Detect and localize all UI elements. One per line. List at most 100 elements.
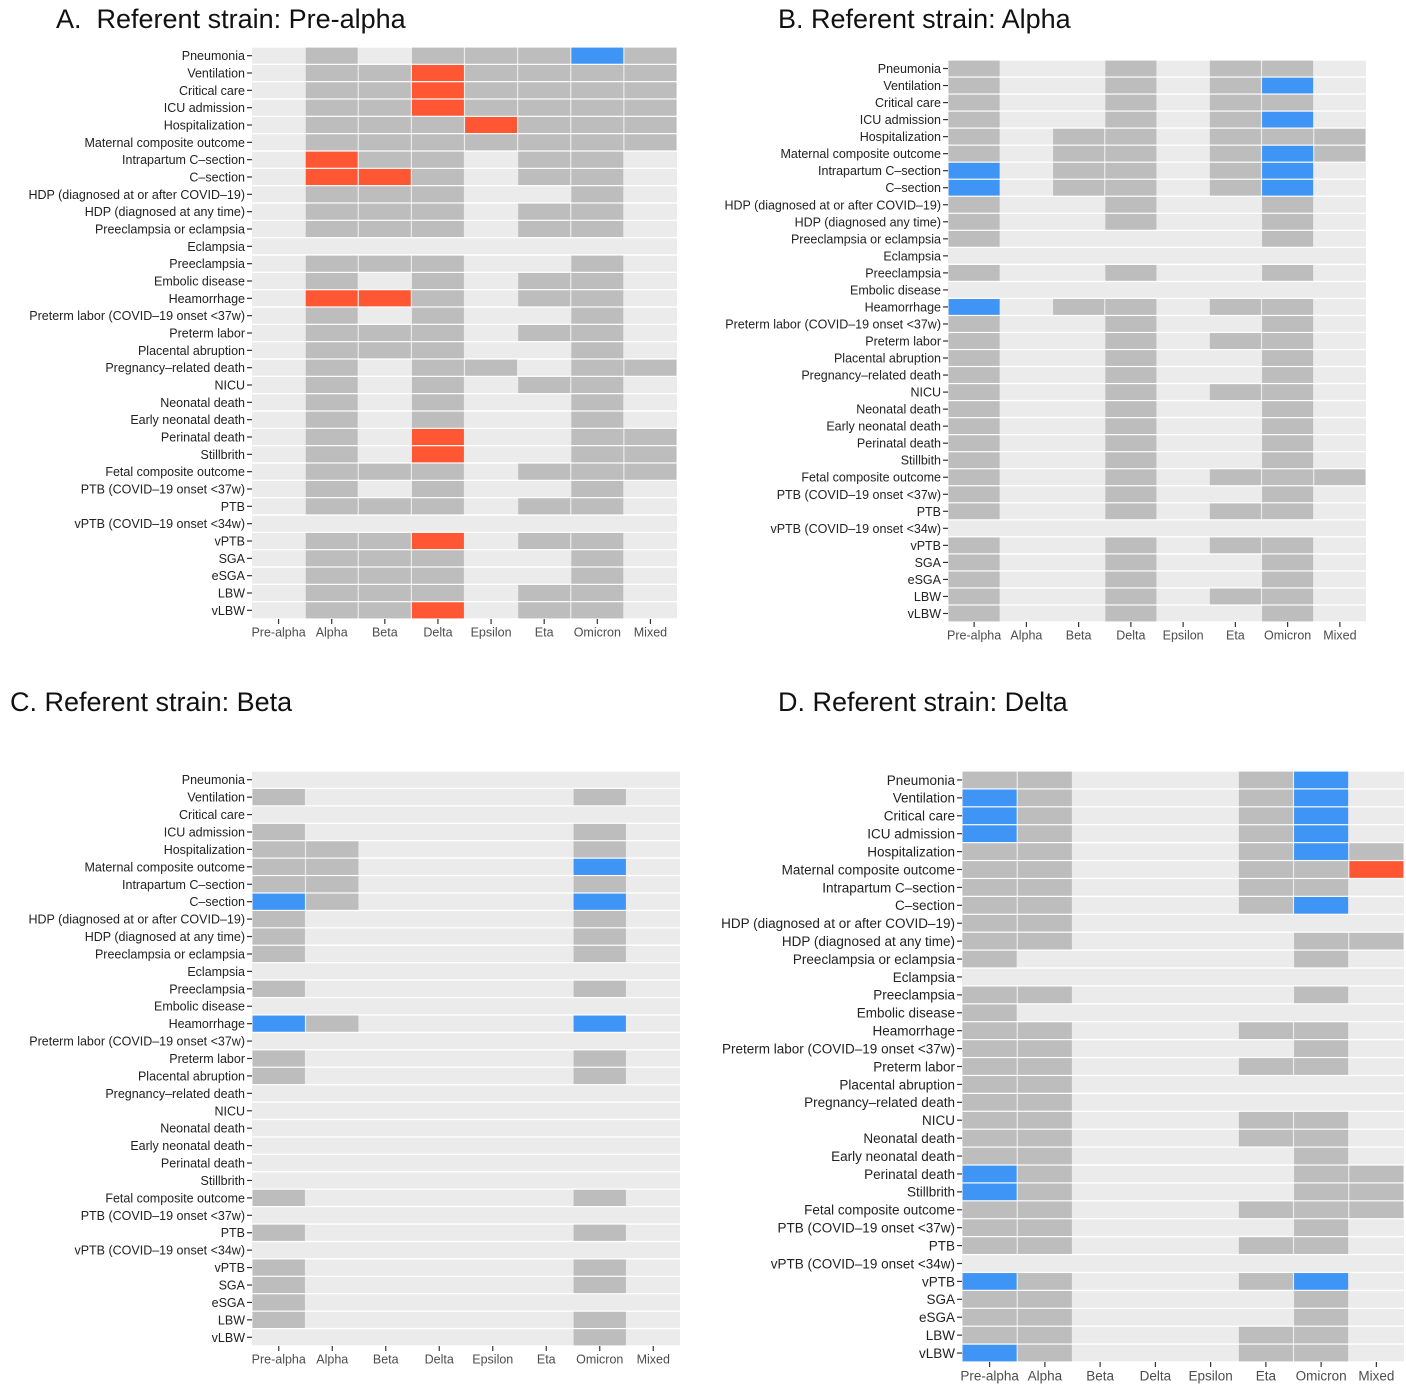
x-tick-label-pre-alpha: Pre-alpha [960,1369,1019,1384]
heatmap-cell [571,203,624,220]
heatmap-cell [1017,1165,1072,1183]
heatmap-cell [571,255,624,272]
heatmap-cell [1053,145,1105,162]
heatmap-cell [1294,950,1349,968]
y-tick-label-pneumonia: Pneumonia [878,62,941,76]
heatmap-cell [1105,605,1157,622]
heatmap-cell [1017,1237,1072,1254]
y-tick-label-esga: eSGA [212,569,246,583]
heatmap-cell [1017,1111,1072,1129]
heatmap-cell [962,1219,1017,1237]
x-tick-label-alpha: Alpha [1010,629,1042,643]
heatmap-cell [1209,94,1261,111]
heatmap-cell [411,480,464,498]
heatmap-cell [358,151,411,168]
heatmap-cell [1262,60,1314,77]
heatmap-cell [1105,111,1157,128]
heatmap-cell [518,99,571,116]
heatmap-cell [573,858,626,875]
y-tick-label-embolic-disease: Embolic disease [154,275,245,289]
heatmap-cell [571,359,624,376]
heatmap-cell [1105,264,1157,281]
y-tick-label-critical-care: Critical care [884,809,955,824]
y-tick-label-fetal-composite-outcome: Fetal composite outcome [801,471,941,485]
heatmap-cell [948,213,1000,230]
heatmap-cell [571,567,624,584]
y-tick-label-pneumonia: Pneumonia [182,773,245,787]
heatmap-cell [948,77,1000,94]
heatmap-cell [1105,469,1157,486]
heatmap-cell [948,350,1000,366]
heatmap-cell [571,532,624,550]
heatmap-cell [1209,77,1261,94]
heatmap-cell [573,1224,626,1241]
heatmap-cell [411,446,464,463]
heatmap-cell [411,290,464,307]
heatmap-cell [573,980,626,997]
heatmap-cell [1294,1147,1349,1165]
heatmap-cell [252,910,305,928]
heatmap-cell [1017,1147,1072,1165]
y-tick-label-preeclampsia-or-eclampsia: Preeclampsia or eclampsia [95,947,245,961]
heatmap-cell [1017,932,1072,950]
y-tick-label-vptb-covid-19-onset-34w: vPTB (COVID–19 onset <34w) [770,522,941,536]
heatmap-cell [1105,571,1157,588]
y-tick-label-heamorrhage: Heamorrhage [169,1017,245,1031]
heatmap-cell [465,64,518,82]
heatmap-cell [1017,1344,1072,1362]
y-tick-label-icu-admission: ICU admission [164,825,245,839]
y-tick-label-eclampsia: Eclampsia [187,240,245,254]
heatmap-cell [1017,896,1072,914]
x-tick-label-epsilon: Epsilon [1188,1369,1232,1384]
heatmap-cell [1349,1201,1404,1219]
y-tick-label-c-section: C–section [189,171,245,185]
heatmap-cell [1262,196,1314,213]
y-tick-label-perinatal-death: Perinatal death [161,431,245,445]
heatmap-cell [1053,179,1105,196]
heatmap-cell [1105,213,1157,230]
heatmap-cell [306,841,359,858]
heatmap-cell [962,861,1017,878]
heatmap-cell [962,879,1017,896]
heatmap-cell [1017,1183,1072,1201]
heatmap-cell [252,1311,305,1328]
heatmap-cell [1238,1344,1293,1362]
heatmap-cell [305,394,358,411]
heatmap-cell [411,203,464,220]
heatmap-cell [305,116,358,134]
heatmap-cell [305,47,358,64]
heatmap-cell [465,99,518,116]
heatmap-cell [305,272,358,290]
heatmap-cell [1105,401,1157,418]
heatmap-cell [962,950,1017,968]
heatmap-cell [1053,128,1105,145]
y-tick-label-hdp-diagnosed-at-any-time: HDP (diagnosed at any time) [782,934,955,949]
heatmap-cell [252,893,305,910]
y-tick-label-preeclampsia: Preeclampsia [865,266,941,280]
x-tick-label-beta: Beta [372,626,398,640]
y-tick-label-stillbrith: Stillbrith [201,448,246,462]
y-tick-label-placental-abruption: Placental abruption [834,352,941,366]
heatmap-cell [1294,1022,1349,1040]
panel-d-title: D. Referent strain: Delta [778,687,1068,717]
heatmap-cell [358,255,411,272]
y-tick-label-heamorrhage: Heamorrhage [872,1024,955,1039]
y-tick-label-placental-abruption: Placental abruption [138,1069,245,1083]
heatmap-cell [252,789,305,806]
heatmap-cell [1294,1058,1349,1075]
heatmap-cell [305,446,358,463]
heatmap-cell [1209,333,1261,349]
heatmap-cell [962,1004,1017,1022]
heatmap-cell [306,858,359,875]
heatmap-cell [1349,1165,1404,1183]
heatmap-cell [571,324,624,342]
heatmap-cell [518,498,571,515]
y-tick-label-vptb-covid-19-onset-34w: vPTB (COVID–19 onset <34w) [74,517,245,531]
heatmap-cell [518,47,571,64]
heatmap-cell [948,230,1000,247]
x-tick-label-alpha: Alpha [1028,1369,1063,1384]
heatmap-cell [573,1311,626,1328]
y-tick-label-esga: eSGA [919,1310,955,1325]
heatmap-cell [1262,384,1314,401]
heatmap-cell [358,342,411,359]
